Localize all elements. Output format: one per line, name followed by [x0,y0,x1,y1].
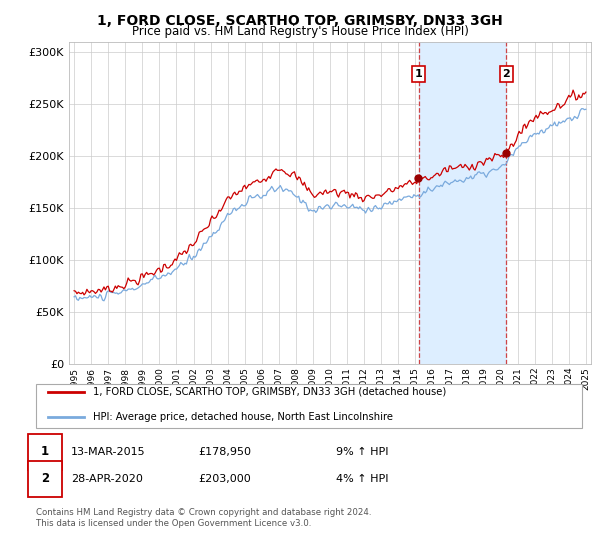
Text: 4% ↑ HPI: 4% ↑ HPI [336,474,389,484]
Bar [419,42,506,364]
Text: Price paid vs. HM Land Registry's House Price Index (HPI): Price paid vs. HM Land Registry's House … [131,25,469,38]
Text: £203,000: £203,000 [198,474,251,484]
Text: 2: 2 [502,69,510,79]
Text: 13-MAR-2015: 13-MAR-2015 [71,447,145,457]
Text: 9% ↑ HPI: 9% ↑ HPI [336,447,389,457]
Text: HPI: Average price, detached house, North East Lincolnshire: HPI: Average price, detached house, Nort… [93,412,393,422]
Text: 1: 1 [41,445,49,459]
Text: £178,950: £178,950 [198,447,251,457]
Text: 1: 1 [415,69,422,79]
Text: 2: 2 [41,472,49,486]
Text: 1, FORD CLOSE, SCARTHO TOP, GRIMSBY, DN33 3GH (detached house): 1, FORD CLOSE, SCARTHO TOP, GRIMSBY, DN3… [93,387,446,397]
Text: Contains HM Land Registry data © Crown copyright and database right 2024.
This d: Contains HM Land Registry data © Crown c… [36,508,371,528]
Text: 1, FORD CLOSE, SCARTHO TOP, GRIMSBY, DN33 3GH: 1, FORD CLOSE, SCARTHO TOP, GRIMSBY, DN3… [97,14,503,28]
Text: 28-APR-2020: 28-APR-2020 [71,474,143,484]
